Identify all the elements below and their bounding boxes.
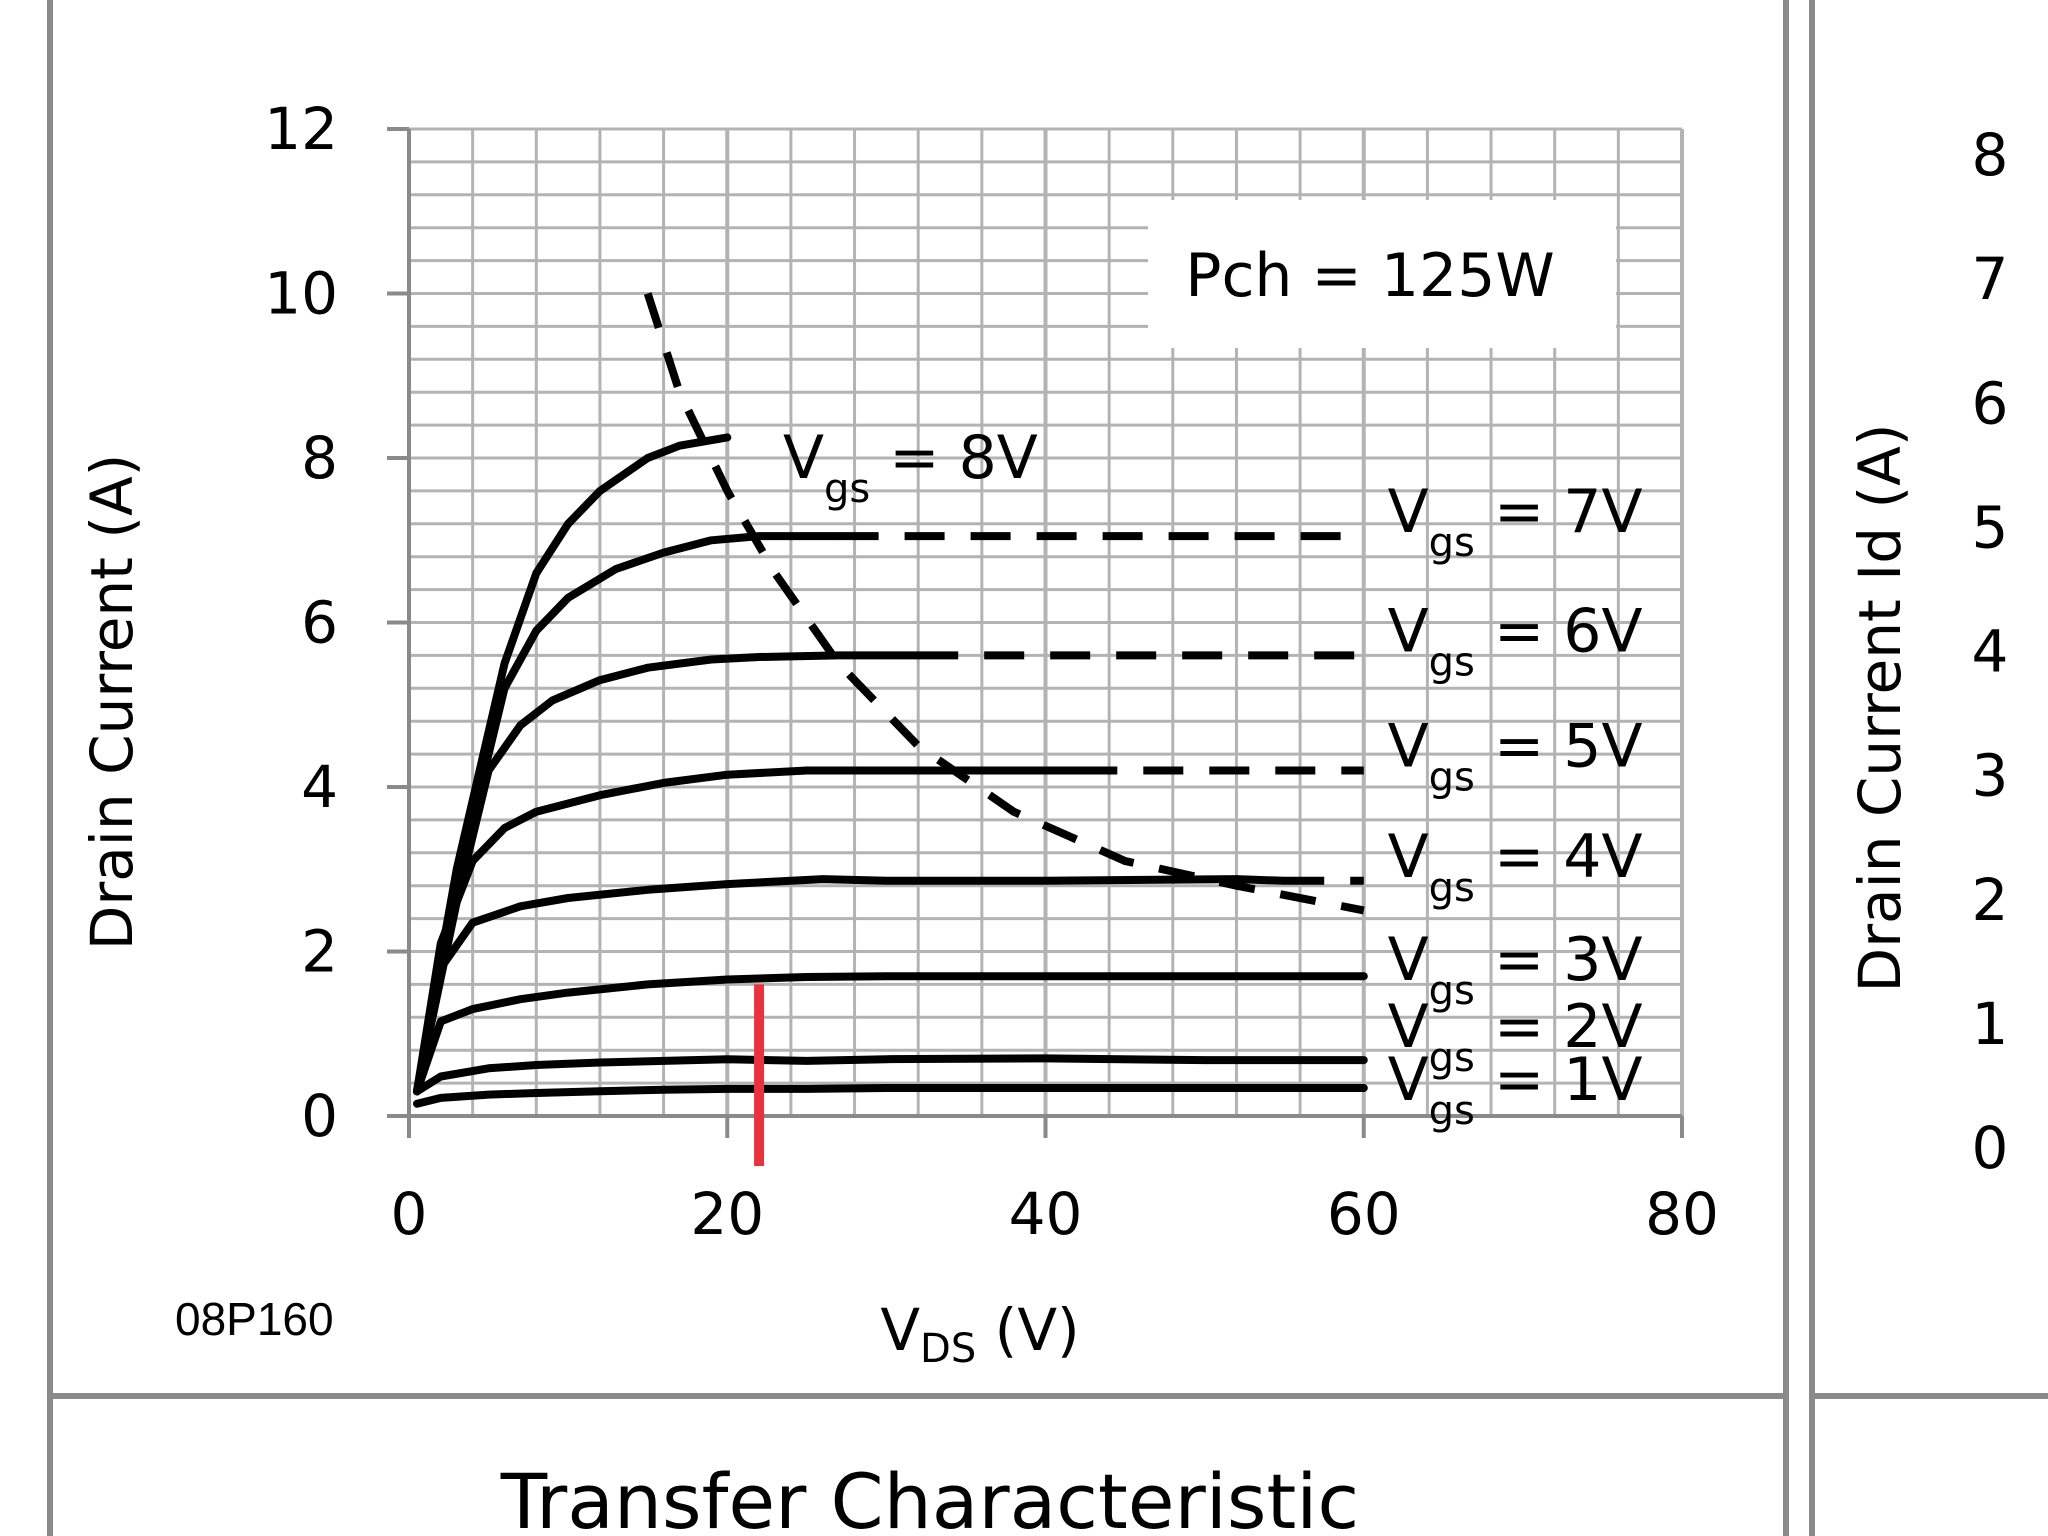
curve-vgs-solid [413, 875, 1289, 1096]
series-label: Vgs = 1V [1388, 1045, 1643, 1134]
x-axis-label-sub: DS [920, 1326, 976, 1372]
series-label: Vgs = 5V [1388, 712, 1643, 801]
vgs-curves [413, 433, 1368, 1108]
y-axis-label: Drain Current (A) [78, 454, 146, 951]
power-limit-path [643, 292, 1365, 915]
series-label: Vgs = 6V [1388, 596, 1643, 685]
y-tick-labels: 0 2 4 6 8 10 12 [264, 95, 338, 1150]
curve-vgs-solid [413, 433, 732, 1096]
right-panel-tick-label: 5 [1972, 493, 2009, 561]
right-panel-tick-label: 8 [1972, 121, 2009, 189]
curve-vgs-solid [413, 1084, 1368, 1108]
power-limit-curve [643, 292, 1365, 915]
pch-annotation: Pch = 125W [1148, 200, 1616, 348]
right-panel-tick-label: 2 [1972, 866, 2009, 934]
x-axis-label: VDS (V) [880, 1296, 1079, 1372]
curve-vgs-solid [413, 1054, 1368, 1096]
y-tick-label: 0 [301, 1082, 338, 1150]
series-label: Vgs = 4V [1388, 822, 1643, 911]
right-panel-y-axis-label: Drain Current Id (A) [1846, 424, 1914, 993]
curve-vgs-solid [413, 651, 923, 1096]
x-tick-label: 40 [1009, 1180, 1083, 1248]
transfer-characteristic-title: Transfer Characteristic [500, 1457, 1359, 1536]
series-label: Vgs = 7V [1388, 477, 1643, 566]
y-tick-label: 2 [301, 918, 338, 986]
right-panel-tick-label: 7 [1972, 245, 2009, 313]
y-tick-label: 6 [301, 589, 338, 657]
y-tick-label: 12 [264, 95, 338, 163]
series-labels: Vgs = 8V Vgs = 7V Vgs = 6V Vgs = 5V Vgs = 4V… [783, 423, 1643, 1134]
right-panel-tick-label: 3 [1972, 742, 2009, 810]
curve-vgs-solid [413, 766, 1082, 1096]
x-axis-label-unit: (V) [976, 1296, 1079, 1364]
right-panel-tick-label: 1 [1972, 990, 2009, 1058]
x-tick-label: 0 [391, 1180, 428, 1248]
x-axis-label-main: V [880, 1296, 920, 1364]
series-label: Vgs = 8V [783, 423, 1038, 512]
y-tick-label: 10 [264, 260, 338, 328]
right-panel-tick-labels: 8 7 6 5 4 3 2 1 0 [1972, 121, 2009, 1182]
series-label: Vgs = 3V [1388, 925, 1643, 1014]
right-panel-tick-label: 4 [1972, 618, 2009, 686]
right-panel-tick-label: 6 [1972, 369, 2009, 437]
y-tick-label: 4 [301, 753, 338, 821]
x-tick-labels: 0 20 40 60 80 [391, 1180, 1719, 1248]
panel-frame [47, 0, 2048, 1536]
x-tick-label: 80 [1645, 1180, 1719, 1248]
part-code: 08P160 [175, 1293, 334, 1345]
y-tick-label: 8 [301, 424, 338, 492]
x-tick-label: 60 [1327, 1180, 1401, 1248]
right-panel-tick-label: 0 [1972, 1114, 2009, 1182]
x-tick-label: 20 [690, 1180, 764, 1248]
pch-annotation-text: Pch = 125W [1185, 241, 1554, 311]
series-label: Vgs = 2V [1388, 992, 1643, 1081]
plot-axes [387, 127, 1684, 1138]
curve-vgs-solid [413, 972, 1368, 1096]
